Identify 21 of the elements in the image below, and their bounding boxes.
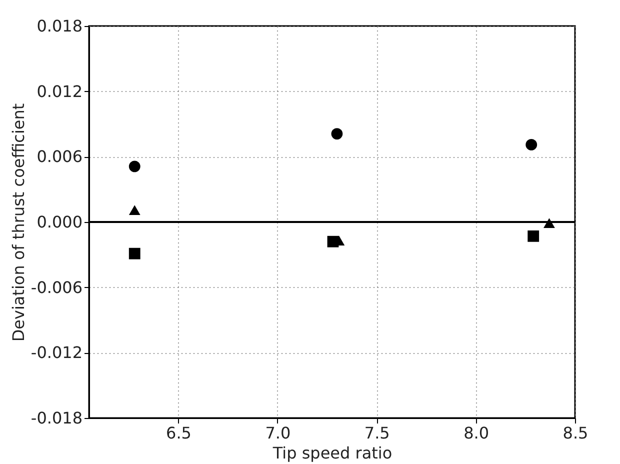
x-tick-label: 8.5 <box>562 424 588 442</box>
y-tick-label: -0.012 <box>30 343 82 362</box>
point <box>526 139 538 150</box>
point <box>327 236 339 248</box>
point <box>331 128 343 140</box>
x-axis-title: Tip speed ratio <box>272 444 392 462</box>
y-axis-title: Deviation of thrust coefficient <box>8 103 28 342</box>
point <box>128 205 140 215</box>
x-tick-label: 6.5 <box>166 424 192 442</box>
y-tick-label: -0.006 <box>30 278 82 297</box>
y-tick-label: 0.006 <box>36 147 82 166</box>
y-tick-label: 0.012 <box>36 82 82 101</box>
point <box>128 248 140 260</box>
x-tick-label: 7.0 <box>265 424 291 442</box>
x-tick-label: 7.5 <box>364 424 390 442</box>
point <box>128 160 140 172</box>
x-tick-label: 8.0 <box>464 424 490 442</box>
point <box>528 230 540 242</box>
y-tick-label: 0.000 <box>36 212 82 232</box>
y-tick-label: -0.018 <box>30 408 82 428</box>
y-tick-label: 0.018 <box>36 16 82 36</box>
